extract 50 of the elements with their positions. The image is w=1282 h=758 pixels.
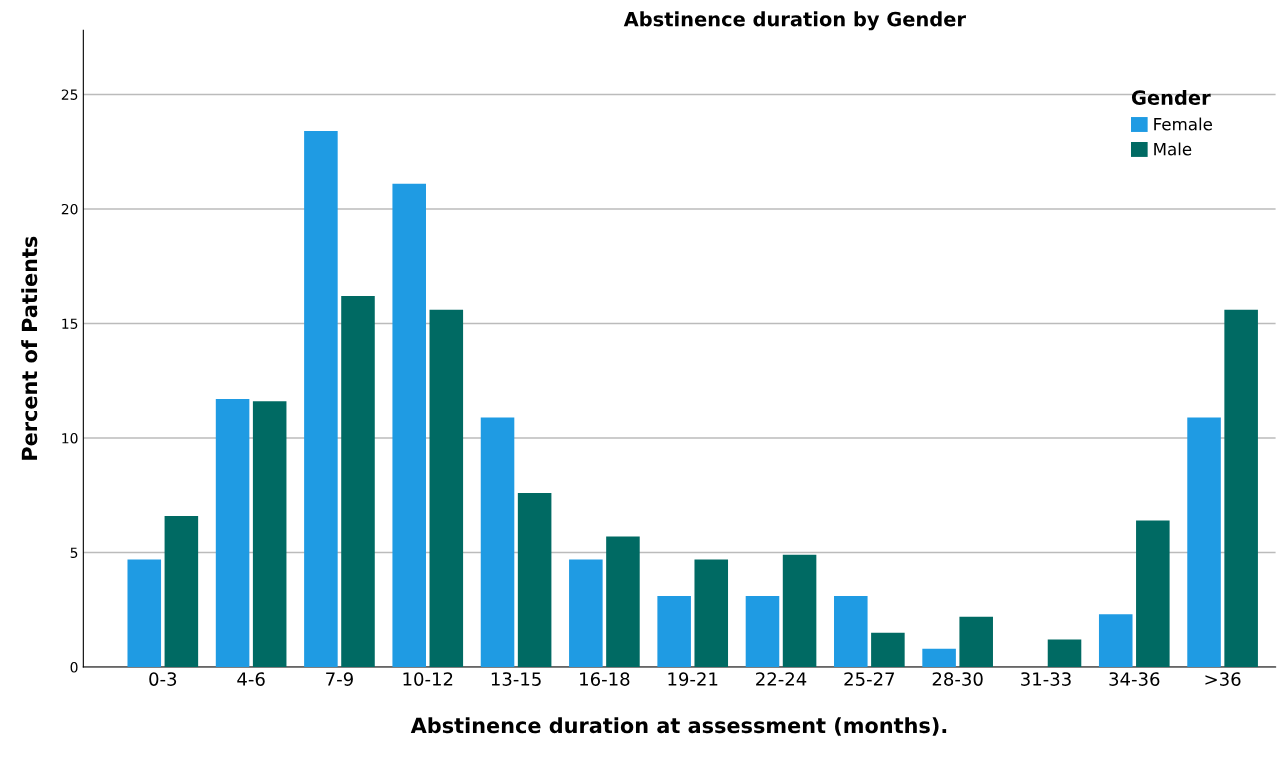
bar	[871, 632, 905, 668]
bar	[694, 559, 729, 668]
chart-title: Abstinence duration by Gender	[623, 11, 966, 31]
bar	[1098, 614, 1133, 668]
y-tick-label: 5	[70, 547, 78, 558]
x-tick-label: 10-12	[403, 672, 453, 686]
bar	[606, 536, 640, 668]
bar	[215, 399, 250, 668]
x-tick-label: 16-18	[580, 672, 630, 686]
legend-title: Gender	[1131, 89, 1211, 105]
y-tick-label: 0	[70, 662, 78, 673]
y-tick-label: 20	[61, 203, 78, 215]
bar	[517, 492, 552, 668]
bar	[164, 515, 199, 668]
x-tick-label: 19-21	[668, 672, 718, 686]
x-tick-label: 7-9	[326, 672, 353, 686]
bar	[1136, 520, 1170, 668]
bar	[834, 596, 868, 668]
bar	[429, 309, 464, 668]
legend-label: Male	[1154, 142, 1192, 156]
bar	[127, 559, 162, 668]
x-tick-label: 22-24	[756, 672, 807, 686]
y-tick-label: 10	[62, 432, 78, 444]
x-tick-label: >36	[1205, 672, 1241, 686]
x-tick-label: 13-15	[491, 672, 541, 686]
bar	[1224, 309, 1258, 668]
x-tick-label: 28-30	[932, 672, 983, 686]
bar	[1047, 639, 1082, 668]
bar	[745, 596, 780, 668]
y-axis-title: Percent of Patients	[21, 236, 38, 460]
x-tick-label: 31-33	[1021, 672, 1071, 686]
bar	[569, 559, 603, 668]
bar	[341, 296, 375, 668]
bar	[392, 183, 426, 668]
bar	[959, 616, 993, 668]
y-tick-label: 25	[61, 89, 78, 100]
bar	[1187, 417, 1221, 668]
bar	[480, 417, 515, 668]
x-axis-title: Abstinence duration at assessment (months).	[410, 717, 947, 736]
x-tick-label: 0-3	[149, 672, 177, 686]
x-tick-label: 34-36	[1109, 672, 1160, 686]
y-tick-label: 15	[62, 318, 78, 329]
bar	[304, 131, 338, 668]
x-tick-label: 25-27	[844, 672, 895, 686]
bar	[922, 648, 956, 668]
x-tick-label: 4-6	[237, 672, 265, 686]
legend-label: Female	[1154, 117, 1213, 131]
bar	[782, 554, 817, 668]
bar	[252, 401, 287, 668]
bar	[657, 596, 691, 668]
